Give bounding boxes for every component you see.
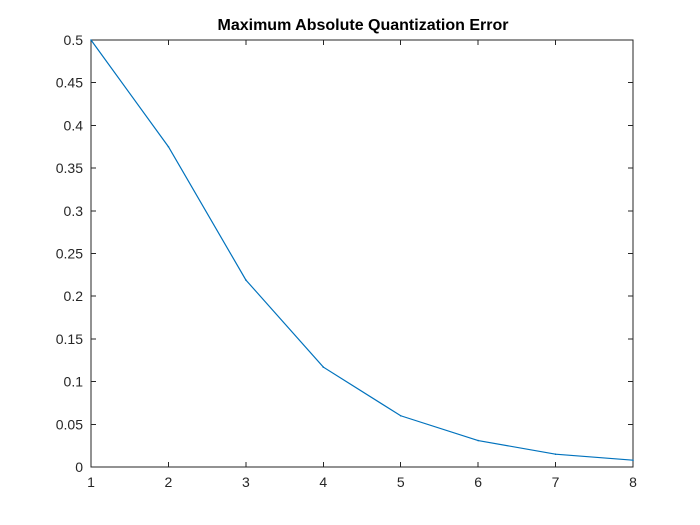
data-point <box>399 414 402 417</box>
data-point <box>167 145 170 148</box>
data-point <box>245 279 247 281</box>
y-tick-label: 0.45 <box>56 75 83 91</box>
y-tick-label: 0.2 <box>64 288 84 304</box>
y-tick-label: 0.1 <box>64 374 84 390</box>
x-tick-label: 1 <box>87 474 95 490</box>
data-point <box>554 453 557 455</box>
series-line <box>90 39 634 461</box>
x-tick-label: 4 <box>319 474 327 490</box>
x-tick-label: 8 <box>629 474 637 490</box>
y-tick-label: 0.15 <box>56 331 83 347</box>
y-tick-label: 0.25 <box>56 246 83 262</box>
y-tick-label: 0.35 <box>56 160 83 176</box>
y-tick-label: 0.3 <box>64 203 84 219</box>
data-point <box>477 439 479 442</box>
y-tick-label: 0.5 <box>64 32 84 48</box>
x-tick-label: 6 <box>474 474 482 490</box>
data-point <box>632 459 634 461</box>
data-point <box>322 366 325 368</box>
x-tick-label: 3 <box>242 474 250 490</box>
data-point <box>90 39 92 41</box>
chart-title: Maximum Absolute Quantization Error <box>218 17 509 34</box>
y-axis: 0 0.05 0.1 0.15 0.2 0.25 0.3 0.35 0.4 0.45 0.5 <box>56 32 633 475</box>
x-axis: 1 2 3 4 5 6 7 8 <box>87 40 637 490</box>
x-tick-label: 5 <box>397 474 405 490</box>
y-tick-label: 0 <box>75 459 83 475</box>
y-tick-label: 0.05 <box>56 416 83 432</box>
series-group <box>90 39 634 461</box>
x-tick-label: 2 <box>165 474 173 490</box>
x-tick-label: 7 <box>552 474 560 490</box>
y-tick-label: 0.4 <box>64 117 84 133</box>
